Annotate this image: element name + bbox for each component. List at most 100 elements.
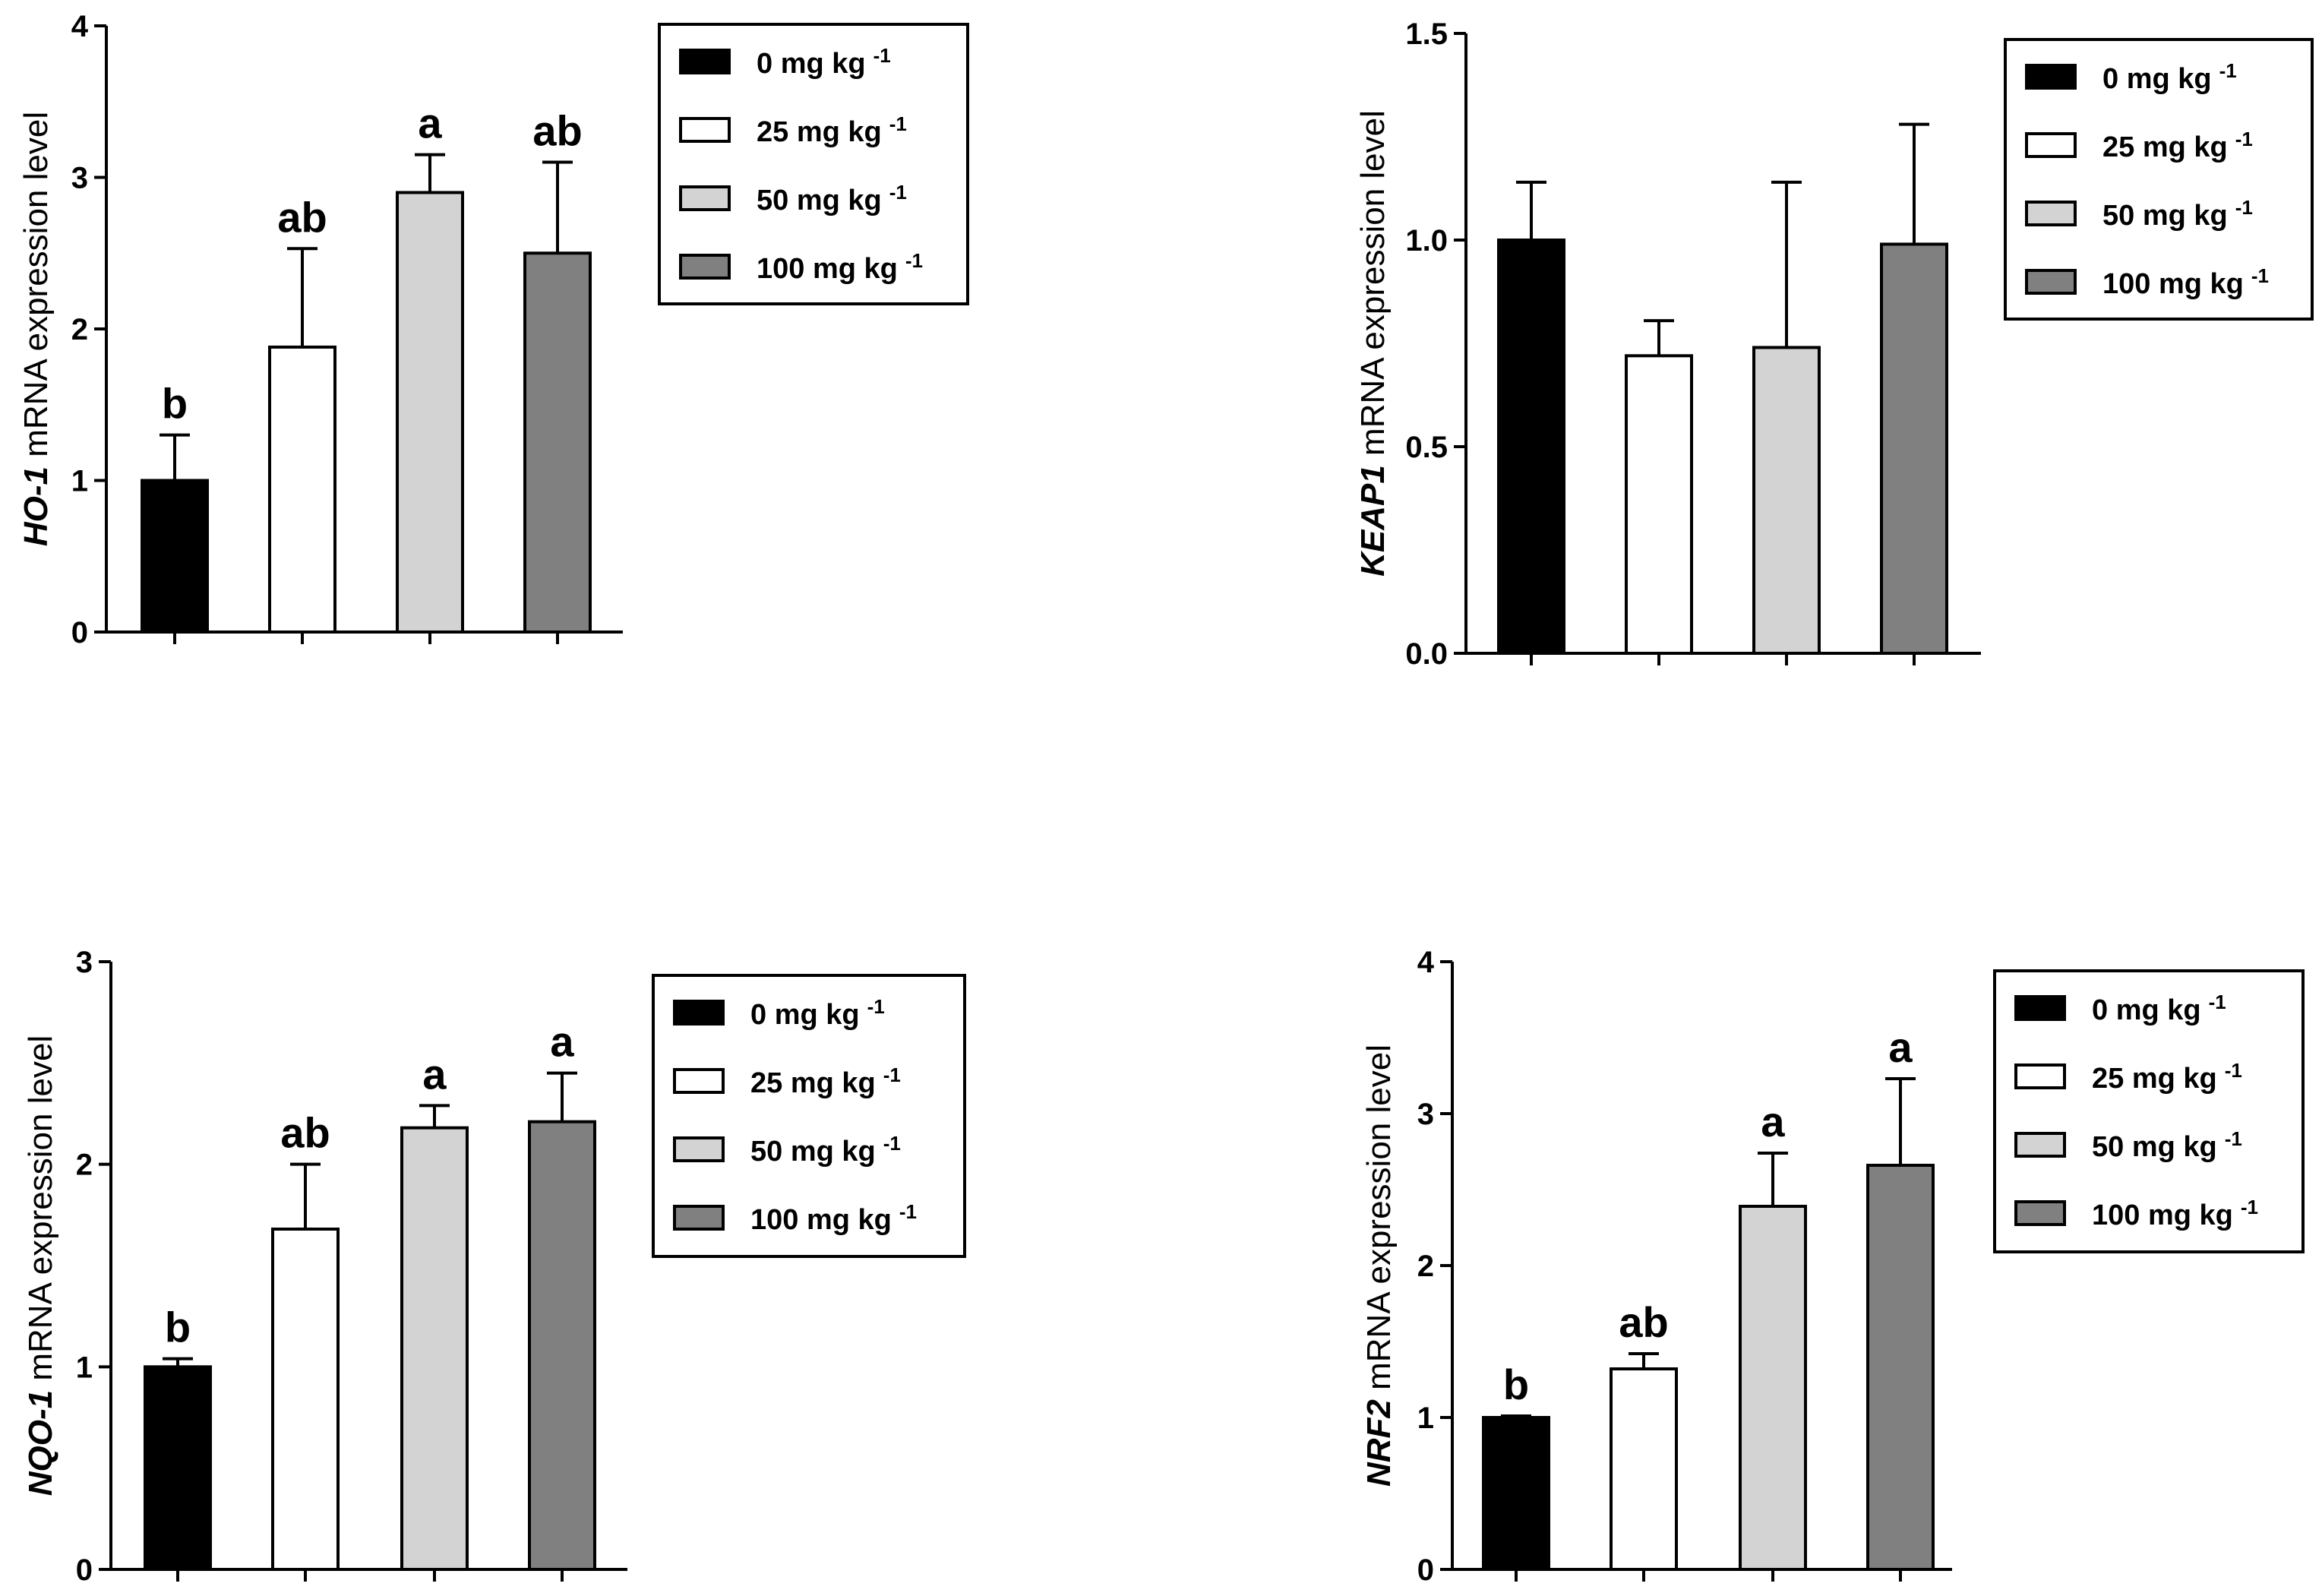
significance-label: a (422, 1050, 447, 1098)
y-tick-label: 3 (76, 946, 93, 979)
significance-label: ab (280, 1109, 330, 1157)
legend-label-exp: -1 (889, 181, 907, 204)
significance-label: ab (277, 193, 327, 241)
y-axis-label-text: mRNA expression level (1360, 1045, 1398, 1399)
legend: 0 mg kg -1 25 mg kg -1 50 mg kg -1 100 mg kg -1 (1993, 969, 2305, 1253)
significance-label: b (1503, 1361, 1529, 1408)
legend-label: 0 mg kg -1 (2092, 991, 2226, 1026)
bar (144, 1365, 212, 1572)
bar (400, 1126, 469, 1571)
y-tick-label: 1 (76, 1351, 93, 1384)
legend-label: 0 mg kg -1 (2102, 59, 2237, 95)
bar (268, 345, 336, 634)
significance-label: ab (1619, 1298, 1668, 1346)
y-axis-label-text: mRNA expression level (17, 112, 55, 466)
y-tick-label: 2 (71, 313, 88, 346)
legend-label-base: 25 mg kg (2092, 1063, 2217, 1095)
legend-label-exp: -1 (899, 1200, 917, 1223)
legend-label: 25 mg kg -1 (750, 1063, 901, 1099)
legend-label-exp: -1 (2235, 196, 2253, 219)
legend-swatch (2014, 1063, 2066, 1089)
legend-swatch (2014, 1200, 2066, 1226)
y-tick-label: 2 (1417, 1250, 1434, 1283)
legend-label-base: 100 mg kg (757, 253, 898, 285)
significance-label: a (550, 1018, 574, 1066)
legend-label-exp: -1 (883, 1063, 901, 1086)
bar (1497, 239, 1565, 655)
legend-label-base: 50 mg kg (750, 1136, 876, 1168)
bar (396, 191, 464, 634)
bar (1739, 1205, 1807, 1571)
bar (141, 479, 209, 634)
y-tick-label: 0.5 (1405, 431, 1448, 464)
legend-label: 0 mg kg -1 (750, 995, 885, 1031)
legend-label-base: 25 mg kg (757, 116, 882, 148)
legend-swatch (2025, 64, 2077, 90)
legend-label-base: 50 mg kg (757, 185, 882, 216)
legend-label: 100 mg kg -1 (2092, 1196, 2258, 1231)
legend-label-exp: -1 (867, 995, 885, 1018)
y-tick-label: 0.0 (1405, 637, 1448, 671)
legend-label: 50 mg kg -1 (750, 1132, 901, 1168)
y-axis-label: HO-1 mRNA expression level (17, 112, 55, 546)
legend-label-exp: -1 (2241, 1196, 2258, 1218)
bar (1610, 1367, 1678, 1571)
legend-swatch (2025, 132, 2077, 158)
significance-label: a (418, 100, 442, 147)
legend: 0 mg kg -1 25 mg kg -1 50 mg kg -1 100 mg kg -1 (2004, 38, 2314, 321)
legend-label-base: 50 mg kg (2102, 200, 2228, 232)
legend-label: 100 mg kg -1 (2102, 264, 2269, 300)
y-axis-label-gene: KEAP1 (1354, 465, 1392, 577)
y-tick-label: 2 (76, 1149, 93, 1182)
y-axis-label-gene: HO-1 (17, 466, 55, 546)
bar (528, 1120, 596, 1571)
legend-swatch (2025, 269, 2077, 295)
legend-label: 100 mg kg -1 (757, 249, 923, 285)
y-tick-label: 0 (1417, 1553, 1434, 1587)
legend-label-base: 0 mg kg (750, 999, 860, 1031)
legend-swatch (2025, 201, 2077, 226)
legend-label-base: 100 mg kg (2102, 268, 2244, 300)
legend-label-exp: -1 (2209, 991, 2226, 1013)
y-tick-label: 4 (71, 10, 89, 43)
legend-label: 100 mg kg -1 (750, 1200, 917, 1236)
y-axis-label-gene: NRF2 (1360, 1399, 1398, 1487)
legend-label-exp: -1 (883, 1132, 901, 1155)
legend-label-base: 100 mg kg (2092, 1199, 2233, 1231)
y-tick-label: 3 (1417, 1098, 1434, 1131)
legend-swatch (679, 117, 731, 143)
legend-label-exp: -1 (2225, 1127, 2242, 1150)
legend-label: 50 mg kg -1 (2102, 196, 2253, 232)
legend-label-base: 25 mg kg (750, 1067, 876, 1099)
legend-label-base: 0 mg kg (2102, 63, 2212, 95)
y-axis-label-gene: NQO-1 (22, 1390, 59, 1496)
legend-label-base: 0 mg kg (2092, 994, 2201, 1026)
bar (271, 1228, 340, 1571)
significance-label: a (1888, 1023, 1913, 1071)
bar (523, 251, 592, 634)
legend-swatch (2014, 1132, 2066, 1158)
chart-panel-4: 0 1 2 3 4 b ab a a NRF2 mRNA expression level 0 mg… (1360, 946, 2305, 1587)
y-tick-label: 3 (71, 162, 88, 195)
legend-label-base: 25 mg kg (2102, 131, 2228, 163)
legend-label-base: 0 mg kg (757, 48, 866, 80)
chart-panel-3: 0 1 2 3 b ab a a NQO-1 mRNA expression level 0 mg… (22, 946, 966, 1587)
legend-swatch (679, 185, 731, 211)
y-tick-label: 0 (76, 1553, 93, 1587)
y-axis-label: NRF2 mRNA expression level (1360, 1045, 1398, 1487)
legend-label: 25 mg kg -1 (2102, 128, 2253, 163)
bar (1482, 1416, 1550, 1571)
y-tick-label: 4 (1417, 946, 1435, 979)
legend-swatch (673, 1205, 725, 1231)
significance-label: ab (532, 107, 582, 155)
bar (1625, 354, 1693, 655)
legend-swatch (673, 1136, 725, 1162)
legend-label-exp: -1 (905, 249, 923, 272)
y-axis-label: NQO-1 mRNA expression level (22, 1035, 59, 1496)
significance-label: b (162, 380, 188, 428)
legend-swatch (679, 254, 731, 280)
y-tick-label: 1.5 (1405, 17, 1448, 51)
bar (1752, 346, 1821, 655)
y-tick-label: 1 (71, 465, 88, 498)
chart-panel-2: 0.0 0.5 1.0 1.5 KEAP1 mRNA expression level 0… (1354, 17, 2314, 671)
